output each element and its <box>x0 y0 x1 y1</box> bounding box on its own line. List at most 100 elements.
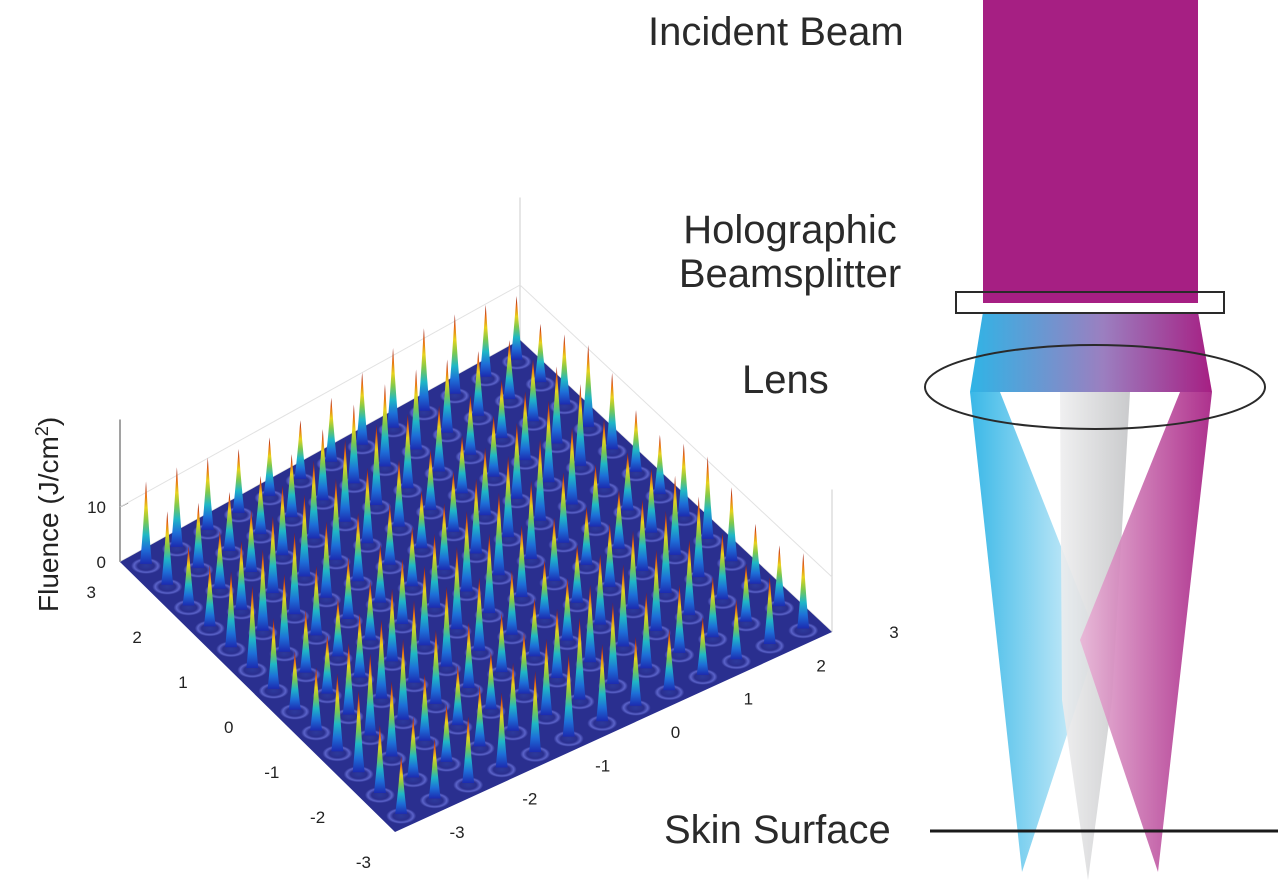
fluence-peak <box>267 618 280 689</box>
fluence-peak <box>387 348 400 428</box>
fluence-peak <box>645 468 658 533</box>
fluence-peak <box>235 541 248 610</box>
fluence-peak <box>410 369 423 450</box>
floor-ring <box>269 645 300 662</box>
fluence-peak <box>352 690 365 773</box>
x-tick-label: 1 <box>744 690 753 709</box>
fluence-peak <box>562 654 575 737</box>
fluence-peak <box>396 558 409 624</box>
fluence-peak <box>566 426 579 505</box>
beam-fan-top <box>970 312 1212 392</box>
fluence-peak <box>462 716 475 783</box>
fluence-peak <box>429 629 442 704</box>
fluence-peak <box>285 454 298 518</box>
floor-ring <box>365 596 396 613</box>
fluence-peak <box>347 404 360 484</box>
fluence-peak <box>534 323 547 383</box>
fluence-peak <box>462 622 475 689</box>
fluence-peak <box>342 643 355 715</box>
floor-ring <box>486 666 517 683</box>
fluence-peak <box>606 602 619 684</box>
fluence-peak <box>408 600 421 683</box>
fluence-peak <box>370 424 383 506</box>
fluence-peak <box>548 517 561 581</box>
fluence-peak <box>161 511 174 585</box>
beamsplitter-label-line1: Holographic <box>683 208 897 252</box>
beamsplitter-label-line2: Beamsplitter <box>678 252 902 296</box>
floor-ring <box>399 676 430 693</box>
floor-ring <box>564 693 595 710</box>
fluence-peak <box>288 532 301 615</box>
fluence-peak <box>696 617 709 675</box>
fluence-peak <box>636 499 649 571</box>
fluence-peak <box>749 523 762 584</box>
fluence-peak <box>448 314 461 394</box>
fluence-peak <box>495 612 508 673</box>
fluence-peak <box>325 397 338 462</box>
z-grid-line <box>519 284 833 578</box>
fluence-peak <box>673 584 686 653</box>
floor-ring <box>333 612 364 629</box>
fluence-peak <box>621 452 634 511</box>
floor-ring <box>322 745 353 762</box>
y-tick-label: -1 <box>264 763 279 782</box>
fluence-peak <box>534 438 547 521</box>
fluence-peak <box>528 598 541 657</box>
floor-ring <box>364 787 395 804</box>
fluence-peak <box>507 662 520 731</box>
fluence-peak <box>364 581 377 641</box>
fluence-peak <box>683 539 696 616</box>
fluence-peak <box>473 577 486 651</box>
floor-ring <box>498 724 529 741</box>
fluence-peak <box>192 502 205 568</box>
floor-ring <box>587 715 618 732</box>
fluence-peak <box>320 521 333 598</box>
floor-ring <box>486 761 517 778</box>
fluence-peak <box>246 585 259 669</box>
fluence-peak <box>386 588 399 662</box>
fluence-peak <box>331 673 344 752</box>
floor-ring <box>343 766 374 783</box>
floor-ring <box>419 792 450 809</box>
fluence-peak <box>706 576 719 638</box>
fluence-peak <box>339 439 352 522</box>
fluence-peak <box>470 478 483 554</box>
fluence-peak <box>456 435 469 494</box>
fluence-peak <box>550 366 563 444</box>
floor-ring <box>475 703 506 720</box>
x-tick-label: 2 <box>816 656 825 675</box>
fluence-peak <box>612 490 625 549</box>
fluence-peak <box>321 635 334 694</box>
lens-element <box>924 344 1266 430</box>
fluence-peak <box>479 447 492 516</box>
floor-ring <box>542 671 573 688</box>
fluence-peak <box>594 554 607 625</box>
floor-ring <box>431 755 462 772</box>
fluence-peak <box>307 460 320 539</box>
fluence-peak <box>629 636 642 706</box>
right-beam <box>1080 392 1212 872</box>
fluence-peak <box>440 586 453 667</box>
fluence-peak <box>375 619 388 699</box>
floor-ring <box>409 734 440 751</box>
floor-ring <box>312 687 343 704</box>
fluence-peak <box>374 544 387 603</box>
fluence-peak <box>201 457 214 530</box>
fluence-peak <box>440 704 453 762</box>
fluence-peak <box>551 608 564 678</box>
floor-ring <box>597 677 628 694</box>
floor-ring <box>754 637 785 654</box>
floor-ring <box>279 703 310 720</box>
fluence-peak <box>460 510 473 592</box>
fluence-peak <box>356 372 369 445</box>
fluence-peak <box>730 599 743 660</box>
fluence-peak <box>352 512 365 582</box>
fluence-peak <box>525 480 538 560</box>
y-tick-label: 1 <box>178 673 187 692</box>
fluence-peak <box>424 449 437 511</box>
fluence-peak <box>276 485 289 556</box>
floor-ring <box>344 671 375 688</box>
floor-ring <box>721 653 752 670</box>
fluence-peak <box>663 628 676 691</box>
y-tick-label: 3 <box>87 583 96 602</box>
